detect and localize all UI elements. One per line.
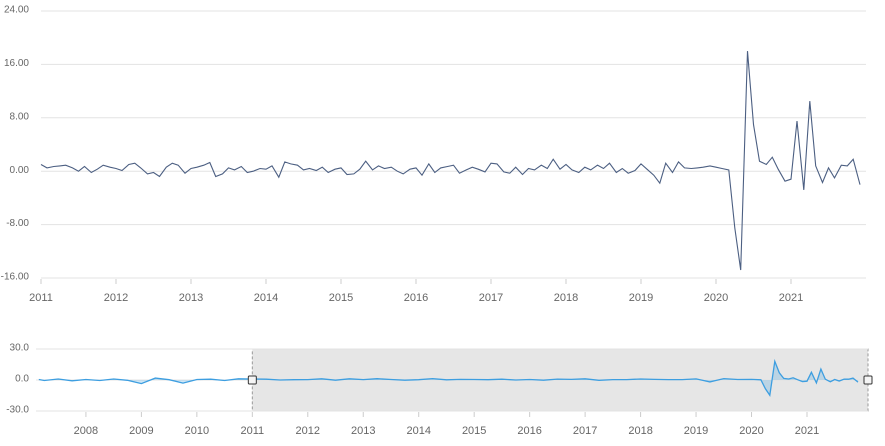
x-tick-label: 2021	[795, 425, 819, 437]
x-tick-label: 2012	[296, 425, 320, 437]
y-tick-label: -8.00	[6, 218, 29, 229]
y-tick-label: -16.00	[1, 272, 30, 283]
y-tick-label: 8.00	[10, 111, 30, 122]
x-tick-label: 2019	[629, 292, 653, 304]
y-tick-label: 16.00	[4, 58, 29, 69]
x-tick-label: 2020	[704, 292, 728, 304]
x-tick-label: 2011	[240, 425, 264, 437]
line	[40, 51, 861, 271]
x-tick-label: 2016	[404, 292, 428, 304]
x-tick-label: 2018	[554, 292, 578, 304]
y-tick-label: -30.0	[6, 405, 29, 416]
x-tick-label: 2010	[185, 425, 209, 437]
x-tick-label: 2008	[74, 425, 98, 437]
x-tick-label: 2021	[779, 292, 803, 304]
navigator-handle[interactable]	[863, 375, 873, 385]
x-tick-label: 2017	[479, 292, 503, 304]
y-tick-label: 24.00	[4, 5, 29, 16]
x-tick-label: 2020	[739, 425, 763, 437]
x-tick-label: 2013	[351, 425, 375, 437]
x-tick-label: 2018	[628, 425, 652, 437]
x-tick-label: 2015	[329, 292, 353, 304]
line	[38, 358, 859, 398]
x-tick-label: 2009	[129, 425, 153, 437]
x-tick-label: 2017	[573, 425, 597, 437]
y-tick-label: 0.0	[15, 374, 29, 385]
x-tick-label: 2014	[406, 425, 430, 437]
x-tick-label: 2013	[179, 292, 203, 304]
x-tick-label: 2016	[517, 425, 541, 437]
y-tick-label: 0.00	[10, 165, 30, 176]
y-tick-label: 30.0	[10, 343, 30, 354]
navigator-handle[interactable]	[247, 375, 257, 385]
x-tick-label: 2019	[684, 425, 708, 437]
x-tick-label: 2014	[254, 292, 278, 304]
x-tick-label: 2012	[104, 292, 128, 304]
x-tick-label: 2011	[29, 292, 53, 304]
x-tick-label: 2015	[462, 425, 486, 437]
